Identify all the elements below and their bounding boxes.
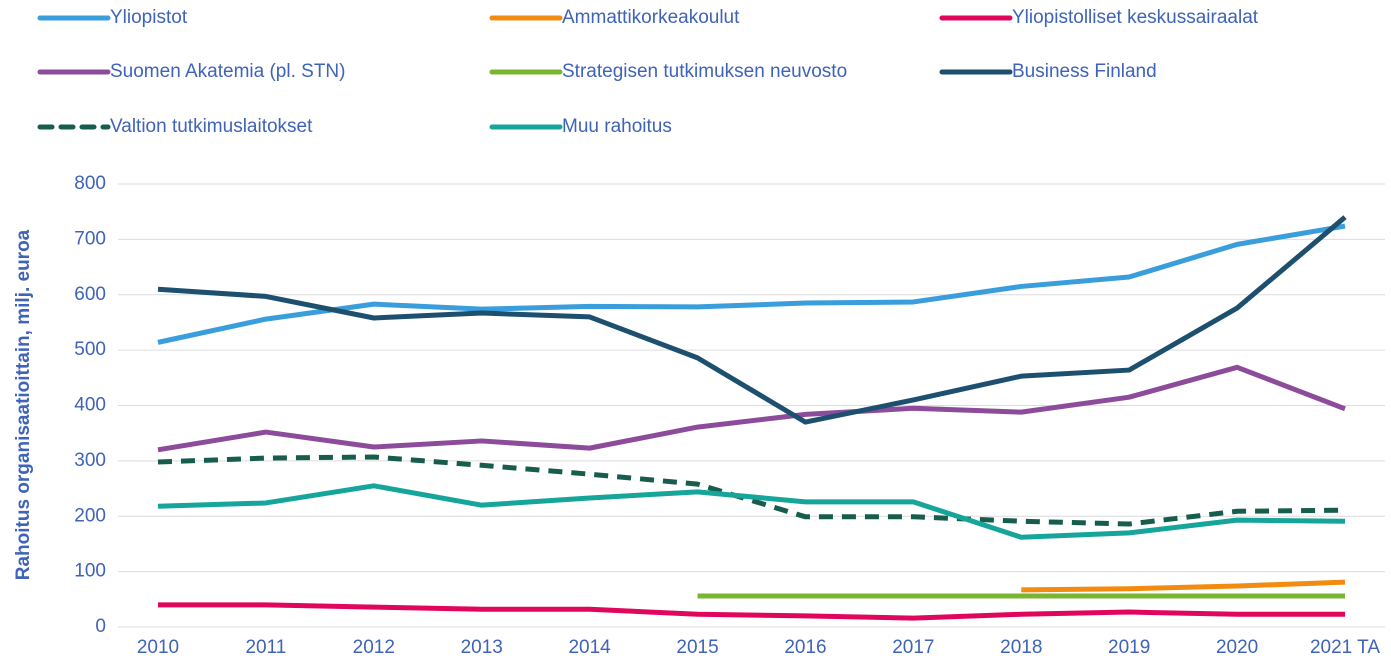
y-tick-label: 500	[74, 339, 106, 360]
x-tick-label: 2017	[892, 637, 934, 658]
legend-label: Yliopistot	[110, 7, 188, 28]
y-axis-label: Rahoitus organisaatioittain, milj. euroa	[13, 229, 34, 580]
y-tick-label: 100	[74, 561, 106, 582]
x-tick-label: 2010	[137, 637, 179, 658]
x-tick-label: 2018	[1000, 637, 1042, 658]
y-tick-label: 400	[74, 395, 106, 416]
series-line	[1021, 579, 1346, 593]
x-tick-label: 2012	[353, 637, 395, 658]
series-line	[157, 483, 1346, 540]
series-line	[157, 223, 1346, 345]
legend-label: Business Finland	[1012, 61, 1157, 82]
series-line	[157, 454, 1346, 527]
x-tick-label: 2019	[1108, 637, 1150, 658]
y-tick-label: 200	[74, 505, 106, 526]
legend-label: Valtion tutkimuslaitokset	[110, 116, 313, 137]
x-tick-label: 2014	[568, 637, 611, 658]
series-line	[157, 364, 1346, 453]
series-line	[158, 602, 1345, 621]
legend-label: Strategisen tutkimuksen neuvosto	[562, 61, 847, 82]
x-tick-label: 2020	[1216, 637, 1258, 658]
y-tick-label: 0	[95, 616, 106, 637]
series-line	[157, 215, 1347, 425]
x-tick-label: 2011	[245, 637, 286, 658]
x-tick-label: 2013	[461, 637, 503, 658]
y-tick-label: 300	[74, 450, 106, 471]
legend-label: Suomen Akatemia (pl. STN)	[110, 61, 345, 82]
y-tick-label: 800	[74, 173, 106, 194]
x-tick-label: 2016	[784, 637, 826, 658]
x-tick-label: 2015	[676, 637, 718, 658]
legend-label: Muu rahoitus	[562, 116, 672, 137]
x-tick-label: 2021 TA	[1310, 637, 1380, 658]
legend-label: Ammattikorkeakoulut	[562, 7, 740, 28]
legend-label: Yliopistolliset keskussairaalat	[1012, 7, 1259, 28]
y-tick-label: 700	[74, 228, 106, 249]
y-tick-label: 600	[74, 284, 106, 305]
